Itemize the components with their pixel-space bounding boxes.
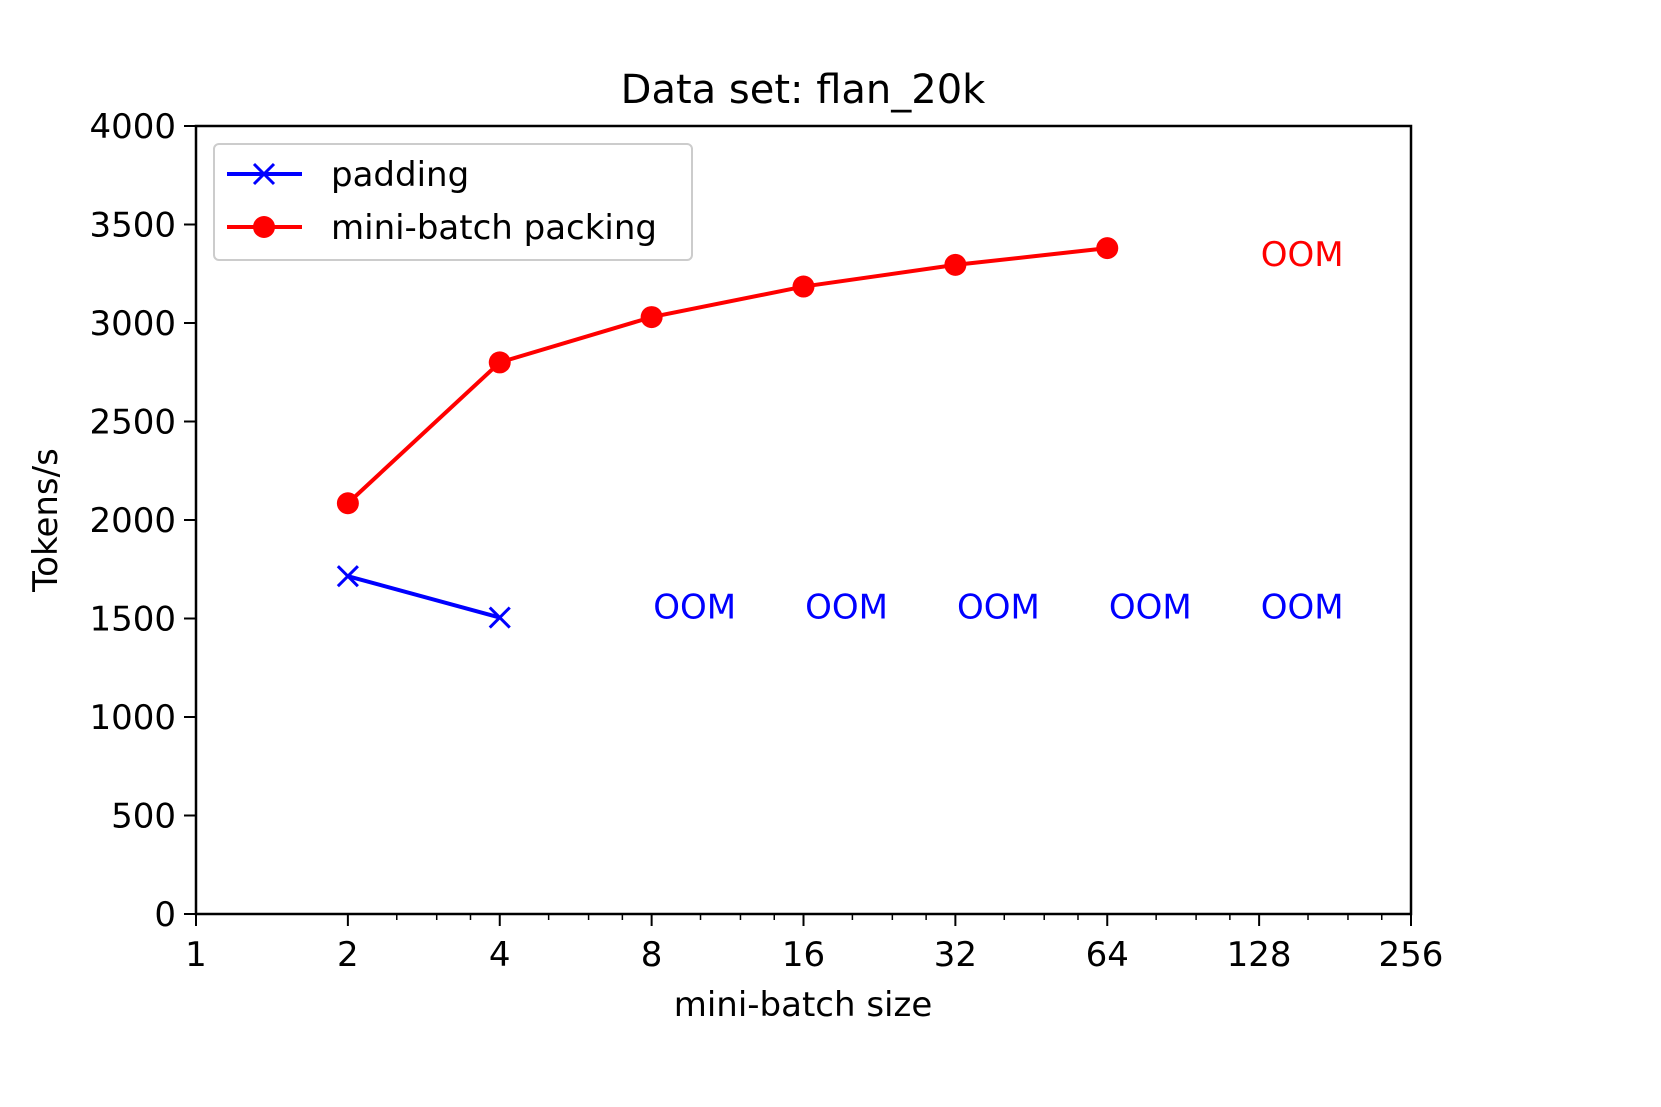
y-tick-label: 3000 bbox=[89, 304, 176, 344]
data-point-padding-stroke bbox=[488, 606, 511, 629]
legend-marker-padding bbox=[252, 162, 276, 186]
y-tick-label: 2000 bbox=[89, 501, 176, 541]
chart-title: Data set: flan_20k bbox=[621, 67, 987, 113]
x-axis-label: mini-batch size bbox=[674, 985, 933, 1025]
data-point-mini-batch-packing bbox=[944, 253, 967, 276]
data-point-padding bbox=[336, 565, 359, 588]
x-tick-label: 8 bbox=[641, 935, 663, 975]
oom-annotation: OOM bbox=[957, 588, 1040, 628]
data-point-mini-batch-packing bbox=[640, 306, 663, 329]
x-tick-label: 128 bbox=[1227, 935, 1292, 975]
data-point-mini-batch-packing bbox=[488, 351, 511, 374]
y-tick-label: 2500 bbox=[89, 403, 176, 443]
y-tick-label: 3500 bbox=[89, 206, 176, 246]
x-tick-label: 1 bbox=[185, 935, 207, 975]
x-tick-label: 64 bbox=[1086, 935, 1129, 975]
y-axis: 0 500 1000 1500 2000 2500 3000 3500 4000 bbox=[89, 107, 196, 935]
legend: padding mini-batch packing bbox=[213, 143, 693, 261]
data-point-mini-batch-packing bbox=[1096, 237, 1119, 260]
series-line-padding bbox=[347, 574, 501, 620]
oom-annotation: OOM bbox=[1261, 588, 1344, 628]
data-point-padding bbox=[488, 606, 511, 629]
x-tick-label: 32 bbox=[934, 935, 977, 975]
series-line-mini-batch-packing bbox=[346, 246, 1108, 505]
annotation-layer: OOM OOM OOM OOM OOM OOM bbox=[653, 235, 1343, 628]
oom-annotation: OOM bbox=[805, 588, 888, 628]
y-tick-label: 1500 bbox=[89, 600, 176, 640]
x-tick-label: 2 bbox=[337, 935, 359, 975]
x-axis: 1 2 4 8 16 32 64 128 256 bbox=[185, 914, 1443, 975]
oom-annotation: OOM bbox=[653, 588, 736, 628]
legend-label-mini-batch-packing: mini-batch packing bbox=[331, 208, 657, 248]
y-tick-label: 1000 bbox=[89, 698, 176, 738]
y-tick-label: 500 bbox=[111, 797, 176, 837]
legend-marker-mini-batch-packing bbox=[253, 216, 275, 238]
legend-marker-padding-stroke bbox=[252, 162, 276, 186]
oom-annotation: OOM bbox=[1261, 235, 1344, 275]
y-axis-label: Tokens/s bbox=[26, 448, 66, 593]
y-tick-label: 0 bbox=[154, 895, 176, 935]
series-layer bbox=[336, 237, 1119, 629]
x-tick-label: 256 bbox=[1379, 935, 1444, 975]
data-point-mini-batch-packing bbox=[336, 492, 359, 515]
x-tick-label: 16 bbox=[782, 935, 825, 975]
y-tick-label: 4000 bbox=[89, 107, 176, 147]
oom-annotation: OOM bbox=[1109, 588, 1192, 628]
x-tick-label: 4 bbox=[489, 935, 511, 975]
data-point-padding-stroke bbox=[336, 565, 359, 588]
legend-box bbox=[213, 143, 693, 261]
legend-label-padding: padding bbox=[331, 155, 469, 195]
data-point-mini-batch-packing bbox=[792, 275, 815, 298]
